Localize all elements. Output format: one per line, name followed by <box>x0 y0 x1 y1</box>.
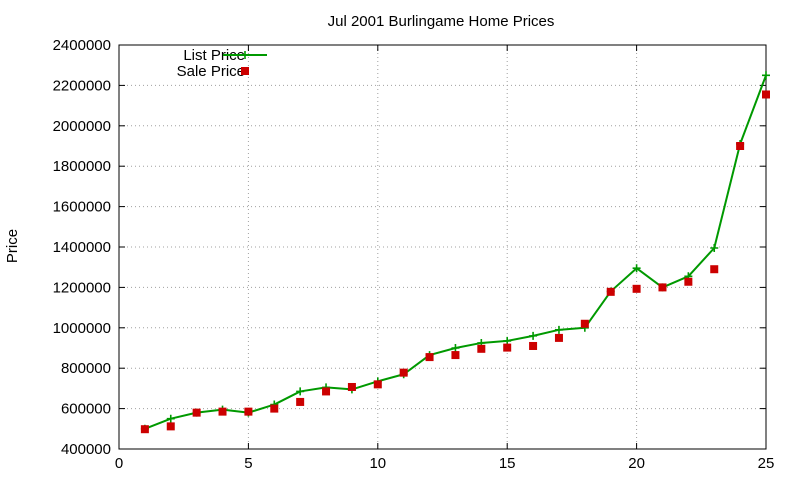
list-price-point <box>166 414 175 423</box>
y-tick-label: 2400000 <box>53 37 111 54</box>
sale-price-point <box>373 380 382 389</box>
sale-price-point <box>451 351 460 360</box>
sale-price-point <box>632 284 641 293</box>
sale-price-point <box>736 142 745 150</box>
list-price-line <box>144 74 767 430</box>
legend-label: Sale Price <box>177 63 245 80</box>
sale-price-point <box>322 387 331 396</box>
sale-price-point <box>425 353 434 362</box>
sale-price-point <box>166 422 175 431</box>
list-price-point <box>451 344 460 352</box>
plot-frame <box>118 44 767 450</box>
y-tick-label: 1600000 <box>53 199 111 216</box>
x-tick-label: 20 <box>628 455 645 472</box>
axis-ticks: 0 5 10 15 20 25 400000 600000 800000 1000000 12000… <box>53 37 775 472</box>
y-tick-label: 800000 <box>61 360 111 377</box>
y-tick-label: 2000000 <box>53 118 111 135</box>
sale-price-point <box>192 408 201 417</box>
x-tick-label: 5 <box>244 455 252 472</box>
y-axis-label: Price <box>4 229 21 263</box>
sale-price-point <box>244 407 253 416</box>
y-tick-label: 1400000 <box>53 239 111 256</box>
x-tick-label: 0 <box>115 455 123 472</box>
sale-price-point <box>554 333 563 342</box>
chart-title: Jul 2001 Burlingame Home Prices <box>328 13 555 30</box>
list-price-point <box>529 331 538 340</box>
legend-square-marker <box>241 67 249 75</box>
x-tick-label: 25 <box>758 455 775 472</box>
y-tick-label: 1000000 <box>53 320 111 337</box>
list-price-point <box>710 244 719 253</box>
y-tick-label: 1800000 <box>53 158 111 175</box>
sale-price-point <box>399 368 408 377</box>
sale-price-point <box>710 265 719 274</box>
list-price-point <box>296 387 305 396</box>
list-price-point <box>762 71 770 80</box>
y-tick-label: 600000 <box>61 401 111 418</box>
y-tick-label: 2200000 <box>53 77 111 94</box>
list-price-point <box>632 264 641 273</box>
y-tick-label: 1200000 <box>53 279 111 296</box>
x-tick-label: 10 <box>369 455 386 472</box>
list-price-point <box>554 325 563 334</box>
sale-price-point <box>218 407 227 416</box>
plot-area <box>140 71 770 434</box>
sale-price-point <box>347 382 356 391</box>
y-tick-label: 400000 <box>61 441 111 458</box>
sale-price-series <box>140 90 770 434</box>
sale-price-point <box>580 319 589 328</box>
sale-price-point <box>270 404 279 413</box>
grid <box>119 45 766 449</box>
sale-price-point <box>684 277 693 286</box>
sale-price-point <box>140 425 149 434</box>
sale-price-point <box>606 287 615 296</box>
sale-price-point <box>477 344 486 353</box>
legend-plus-marker <box>241 51 249 59</box>
x-tick-label: 15 <box>499 455 516 472</box>
sale-price-point <box>529 341 538 350</box>
sale-price-point <box>503 343 512 352</box>
legend-label: List Price <box>183 47 245 64</box>
sale-price-point <box>762 90 770 99</box>
sale-price-point <box>296 397 305 406</box>
sale-price-point <box>658 283 667 292</box>
